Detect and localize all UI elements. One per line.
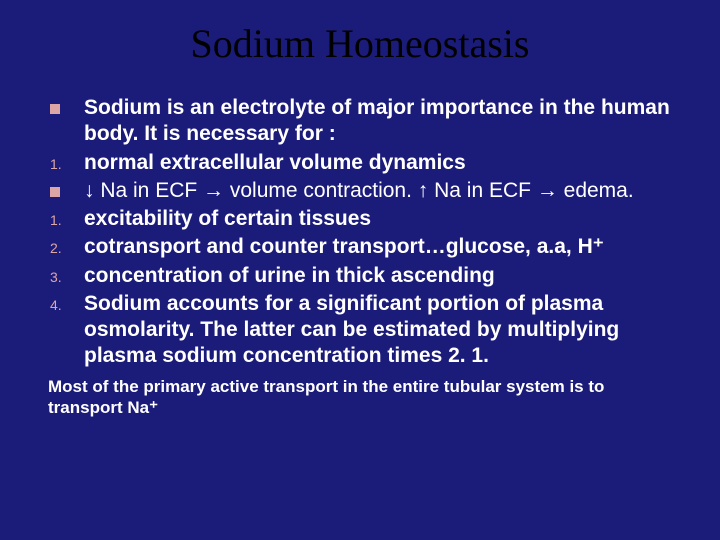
slide-title: Sodium Homeostasis <box>30 20 690 67</box>
bullet-icon <box>50 178 84 200</box>
item-text: Sodium accounts for a significant portio… <box>84 291 690 370</box>
list-item: 2. cotransport and counter transport…glu… <box>50 234 690 260</box>
list-item: 4. Sodium accounts for a significant por… <box>50 291 690 370</box>
list-item: Sodium is an electrolyte of major import… <box>50 95 690 148</box>
list-item: 1. excitability of certain tissues <box>50 206 690 232</box>
number-marker: 1. <box>50 150 84 172</box>
item-text: cotransport and counter transport…glucos… <box>84 234 690 260</box>
number-marker: 4. <box>50 291 84 313</box>
footer-note: Most of the primary active transport in … <box>30 376 690 419</box>
content-list: Sodium is an electrolyte of major import… <box>30 95 690 370</box>
number-marker: 1. <box>50 206 84 228</box>
number-marker: 3. <box>50 263 84 285</box>
item-text: excitability of certain tissues <box>84 206 690 232</box>
item-text: ↓ Na in ECF → volume contraction. ↑ Na i… <box>84 178 690 204</box>
bullet-icon <box>50 95 84 117</box>
list-item: 1. normal extracellular volume dynamics <box>50 150 690 176</box>
list-item: ↓ Na in ECF → volume contraction. ↑ Na i… <box>50 178 690 204</box>
list-item: 3. concentration of urine in thick ascen… <box>50 263 690 289</box>
item-text: Sodium is an electrolyte of major import… <box>84 95 690 148</box>
item-text: normal extracellular volume dynamics <box>84 150 690 176</box>
item-text: concentration of urine in thick ascendin… <box>84 263 690 289</box>
slide: Sodium Homeostasis Sodium is an electrol… <box>0 0 720 540</box>
number-marker: 2. <box>50 234 84 256</box>
